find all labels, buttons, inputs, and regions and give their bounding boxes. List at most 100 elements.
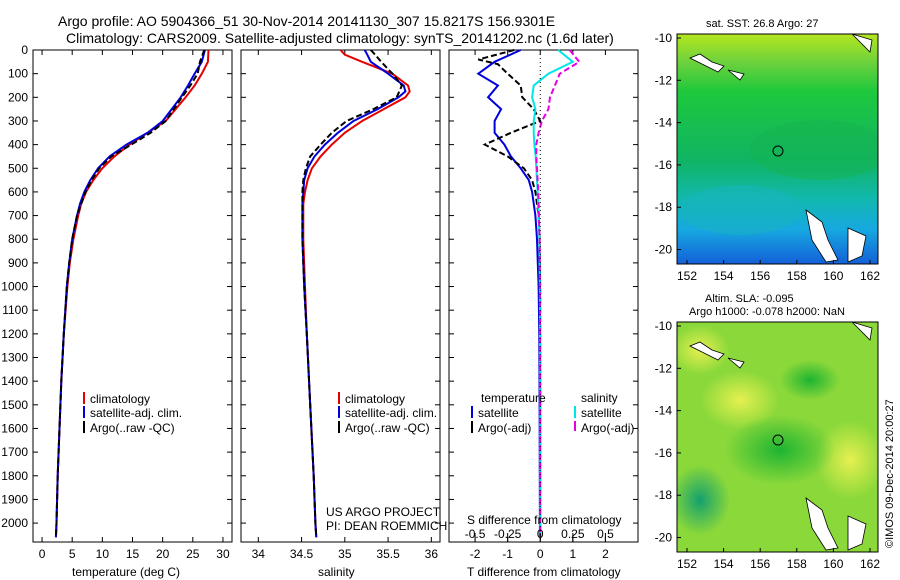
argo-position-marker — [772, 145, 784, 157]
legend-label-sal-argo: Argo(-adj) — [581, 421, 634, 435]
depth-tick-label: 0 — [21, 43, 28, 57]
map-lon-label: 162 — [860, 269, 880, 283]
x-tick-label: 0 — [537, 547, 544, 561]
series-line-argo-raw-qc- — [54, 49, 206, 538]
map-lat-label: -18 — [655, 488, 673, 502]
map-lon-label: 160 — [823, 269, 843, 283]
series-line-satellite-adj-clim- — [54, 49, 206, 538]
salinity-plot: 34 34.5 35 35.5 36 — [252, 49, 439, 561]
difference-xlabel-top: S difference from climatology — [467, 513, 622, 527]
figure-title-line2: Climatology: CARS2009. Satellite-adjuste… — [66, 30, 614, 46]
s-tick-label: 0.25 — [561, 527, 585, 541]
depth-tick-label: 700 — [8, 209, 28, 223]
map-lat-label: -20 — [655, 531, 673, 545]
temperature-legend: climatology satellite-adj. clim. Argo(..… — [83, 392, 182, 435]
depth-tick-label: 1400 — [1, 374, 28, 388]
x-tick-label: 34.5 — [290, 547, 314, 561]
salinity-xlabel: salinity — [318, 565, 355, 579]
map-lat-label: -12 — [655, 361, 673, 375]
argo-position-marker — [772, 434, 784, 446]
series-line-temperature-satellite — [476, 49, 541, 538]
sst-warm-patch — [750, 120, 878, 180]
depth-tick-label: 300 — [8, 114, 28, 128]
project-credit-line2: PI: DEAN ROEMMICH — [326, 519, 447, 533]
sla-high-patch — [700, 370, 780, 430]
x-tick-label: 35.5 — [376, 547, 400, 561]
salinity-panel-frame — [240, 49, 441, 543]
legend-label-argo: Argo(..raw -QC) — [90, 421, 175, 435]
s-tick-label: -0.5 — [465, 527, 486, 541]
depth-tick-label: 200 — [8, 90, 28, 104]
depth-tick-label: 1000 — [1, 280, 28, 294]
map-lat-label: -10 — [655, 31, 673, 45]
project-credit-line1: US ARGO PROJECT — [326, 505, 441, 519]
map-lon-label: 152 — [677, 269, 697, 283]
sst-cool-patch — [680, 185, 800, 235]
temperature-xlabel: temperature (deg C) — [72, 565, 180, 579]
imos-credit: ©IMOS 09-Dec-2014 20:00:27 — [884, 399, 896, 548]
sla-low-patch — [725, 415, 835, 485]
map-lat-label: -16 — [655, 446, 673, 460]
x-tick-label: 5 — [69, 547, 76, 561]
difference-plot: -2 -1 0 1 2 -0.5 -0.25 0 0.25 0.5 — [465, 49, 614, 561]
map-lon-label: 156 — [750, 557, 770, 571]
difference-legend: temperature satellite Argo(-adj) salinit… — [471, 391, 634, 435]
depth-tick-label: 1700 — [1, 445, 28, 459]
map-lat-label: -18 — [655, 200, 673, 214]
map-lon-label: 156 — [750, 269, 770, 283]
legend-label-argo: Argo(..raw -QC) — [345, 421, 430, 435]
x-tick-label: 25 — [186, 547, 200, 561]
sla-coastline — [689, 322, 873, 551]
legend-label-temp-argo: Argo(-adj) — [478, 421, 531, 435]
x-tick-label: -1 — [502, 547, 513, 561]
depth-tick-label: 400 — [8, 138, 28, 152]
depth-tick-label: 1500 — [1, 398, 28, 412]
map-lat-label: -14 — [655, 404, 673, 418]
depth-axis: 0 100 200 300 400 500 600 700 800 900 1000 1100 1200… — [1, 43, 638, 530]
depth-tick-label: 500 — [8, 161, 28, 175]
map-lon-label: 152 — [677, 557, 697, 571]
sla-low-patch — [780, 360, 840, 400]
legend-label-climatology: climatology — [345, 392, 405, 406]
map-lon-label: 158 — [787, 557, 807, 571]
x-tick-label: 35 — [338, 547, 352, 561]
depth-tick-label: 2000 — [1, 516, 28, 530]
x-tick-label: 1 — [569, 547, 576, 561]
map-lon-label: 162 — [860, 557, 880, 571]
x-tick-label: 20 — [156, 547, 170, 561]
difference-xlabel-bottom: T difference from climatology — [467, 565, 621, 579]
depth-tick-label: 1100 — [2, 303, 28, 317]
s-tick-label: 0 — [537, 527, 544, 541]
depth-tick-label: 1900 — [1, 492, 28, 506]
map-lon-label: 154 — [714, 269, 734, 283]
s-tick-label: 0.5 — [597, 527, 614, 541]
legend-label-sal-satellite: satellite — [581, 406, 622, 420]
series-line-salinity-argo — [535, 49, 581, 538]
sla-map: Altim. SLA: -0.095 Argo h1000: -0.078 h2… — [655, 293, 881, 571]
legend-label-satellite: satellite-adj. clim. — [90, 406, 182, 420]
depth-tick-label: 600 — [8, 185, 28, 199]
map-lat-label: -14 — [655, 116, 673, 130]
map-lon-label: 160 — [823, 557, 843, 571]
depth-tick-label: 100 — [8, 67, 28, 81]
x-tick-label: 15 — [126, 547, 140, 561]
series-line-temperature-argo — [478, 49, 542, 538]
x-tick-label: 34 — [252, 547, 266, 561]
depth-tick-label: 1600 — [1, 421, 28, 435]
depth-tick-label: 800 — [8, 232, 28, 246]
sla-map-title-line2: Argo h1000: -0.078 h2000: NaN — [689, 306, 845, 318]
sst-map-title: sat. SST: 26.8 Argo: 27 — [706, 18, 819, 30]
sst-map: sat. SST: 26.8 Argo: 27 -10-12-14-16-18-… — [655, 18, 881, 283]
temperature-panel-frame — [32, 49, 233, 543]
x-tick-label: 36 — [425, 547, 439, 561]
figure-title-line1: Argo profile: AO 5904366_51 30-Nov-2014 … — [58, 13, 555, 29]
map-lon-label: 158 — [787, 269, 807, 283]
sla-map-frame — [676, 321, 879, 553]
sst-coastline — [689, 34, 873, 263]
map-lat-label: -10 — [655, 319, 673, 333]
series-line-satellite-adj-clim- — [301, 49, 407, 538]
legend-label-satellite: satellite-adj. clim. — [345, 406, 437, 420]
depth-tick-label: 900 — [8, 256, 28, 270]
x-tick-label: 0 — [39, 547, 46, 561]
